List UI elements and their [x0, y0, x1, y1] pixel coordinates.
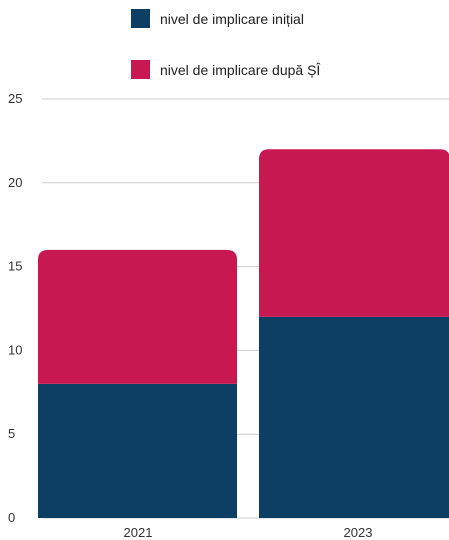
y-tick-label: 15	[8, 259, 22, 274]
legend: nivel de implicare inițial nivel de impl…	[131, 9, 321, 79]
legend-label-initial: nivel de implicare inițial	[160, 11, 304, 27]
y-tick-label: 10	[8, 342, 22, 357]
bar-segment	[259, 316, 449, 518]
y-tick-label: 0	[8, 510, 15, 525]
legend-swatch-after	[131, 60, 150, 79]
x-tick-label: 2021	[124, 525, 153, 540]
y-tick-label: 5	[8, 426, 15, 441]
bar-segment	[259, 149, 449, 317]
y-axis-ticks: 0 5 10 15 20 25	[8, 91, 22, 525]
bars	[38, 149, 449, 518]
x-tick-label: 2023	[344, 525, 373, 540]
legend-swatch-initial	[131, 9, 150, 28]
y-tick-label: 20	[8, 175, 22, 190]
x-axis-ticks: 2021 2023	[124, 525, 373, 540]
legend-label-after: nivel de implicare după ȘÎ	[160, 62, 321, 78]
bar-segment	[38, 383, 237, 518]
bar-segment	[38, 249, 237, 384]
y-tick-label: 25	[8, 91, 22, 106]
